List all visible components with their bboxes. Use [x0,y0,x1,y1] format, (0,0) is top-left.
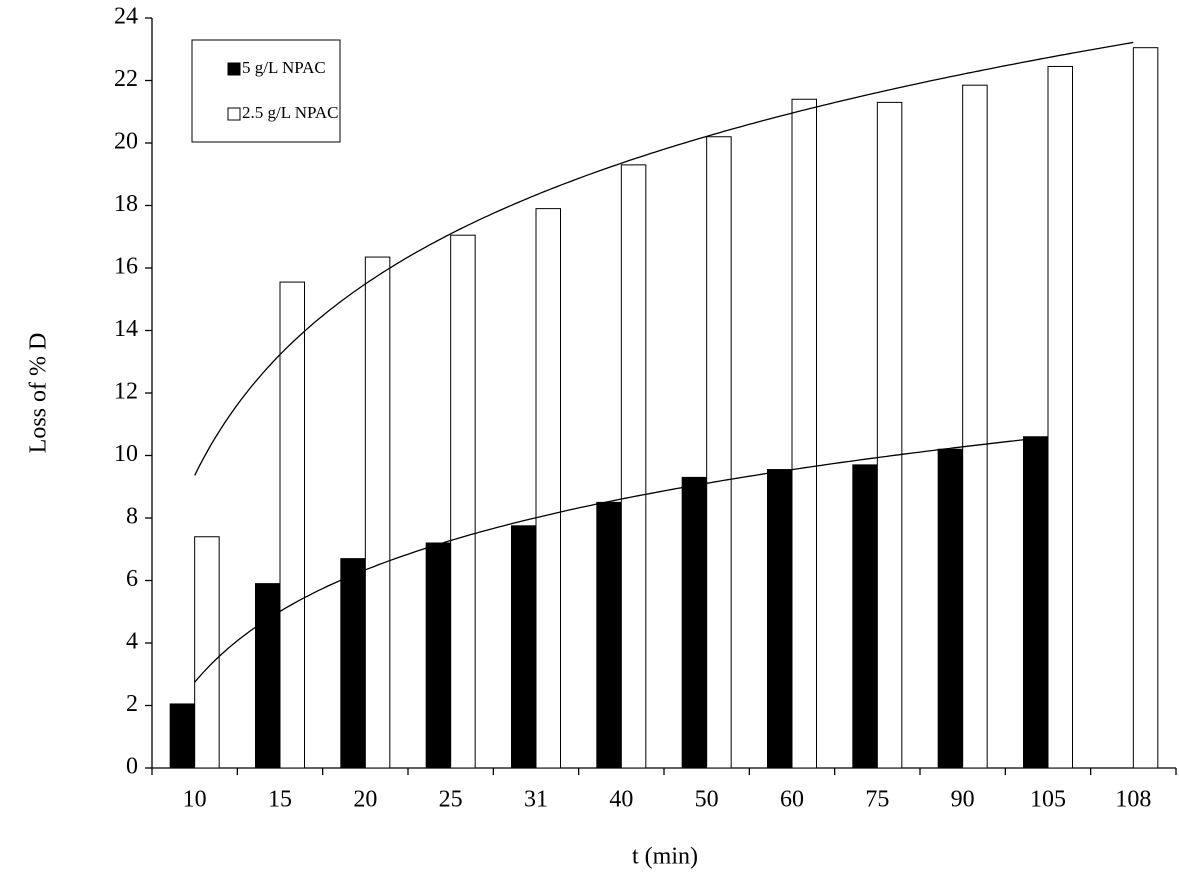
bar [962,84,988,769]
x-axis-title: t (min) [632,844,698,870]
bar [876,101,903,769]
bar [364,256,391,769]
legend-swatch [227,107,241,121]
y-tick-label: 0 [126,754,138,780]
bar [1132,47,1159,769]
legend-label: 5 g/L NPAC [242,58,326,77]
y-tick-label: 18 [114,191,138,217]
y-tick-label: 12 [114,379,138,405]
bar [169,703,196,769]
y-tick-label: 16 [114,254,138,280]
bar [425,542,452,769]
y-tick-label: 4 [126,629,138,655]
x-tick-label: 15 [268,787,292,813]
x-tick-label: 40 [609,787,633,813]
bar [791,98,817,769]
trendline [194,436,1049,683]
y-axis-title: Loss of % D [26,333,52,454]
y-tick-label: 20 [114,129,138,155]
bar [1023,436,1049,769]
bar [852,464,878,769]
bar [767,469,793,769]
bar [620,164,647,769]
y-tick-label: 8 [126,504,138,530]
legend-swatch [227,62,241,76]
y-tick-label: 10 [114,441,138,467]
x-tick-label: 90 [951,787,975,813]
y-tick-label: 2 [126,691,138,717]
bar [194,536,220,769]
x-tick-label: 60 [780,787,804,813]
bar [511,525,537,769]
bar [535,208,561,769]
bar [450,234,476,769]
y-tick-label: 14 [114,316,138,342]
legend-box [191,39,341,143]
x-tick-label: 20 [353,787,377,813]
bar [255,583,281,769]
x-tick-label: 25 [439,787,463,813]
x-tick-label: 10 [183,787,207,813]
bar [706,136,732,769]
y-tick-label: 24 [114,4,138,30]
bar [1047,65,1073,769]
x-tick-label: 105 [1030,787,1066,813]
bar [937,448,964,769]
bar [596,501,622,769]
y-tick-label: 6 [126,566,138,592]
x-tick-label: 31 [524,787,548,813]
y-tick-label: 22 [114,66,138,92]
bar [279,281,305,769]
legend-label: 2.5 g/L NPAC [242,103,339,122]
bar [340,558,366,769]
x-tick-label: 50 [695,787,719,813]
trendline [194,41,1134,476]
x-tick-label: 108 [1115,787,1151,813]
bar [681,476,708,769]
x-tick-label: 75 [865,787,889,813]
